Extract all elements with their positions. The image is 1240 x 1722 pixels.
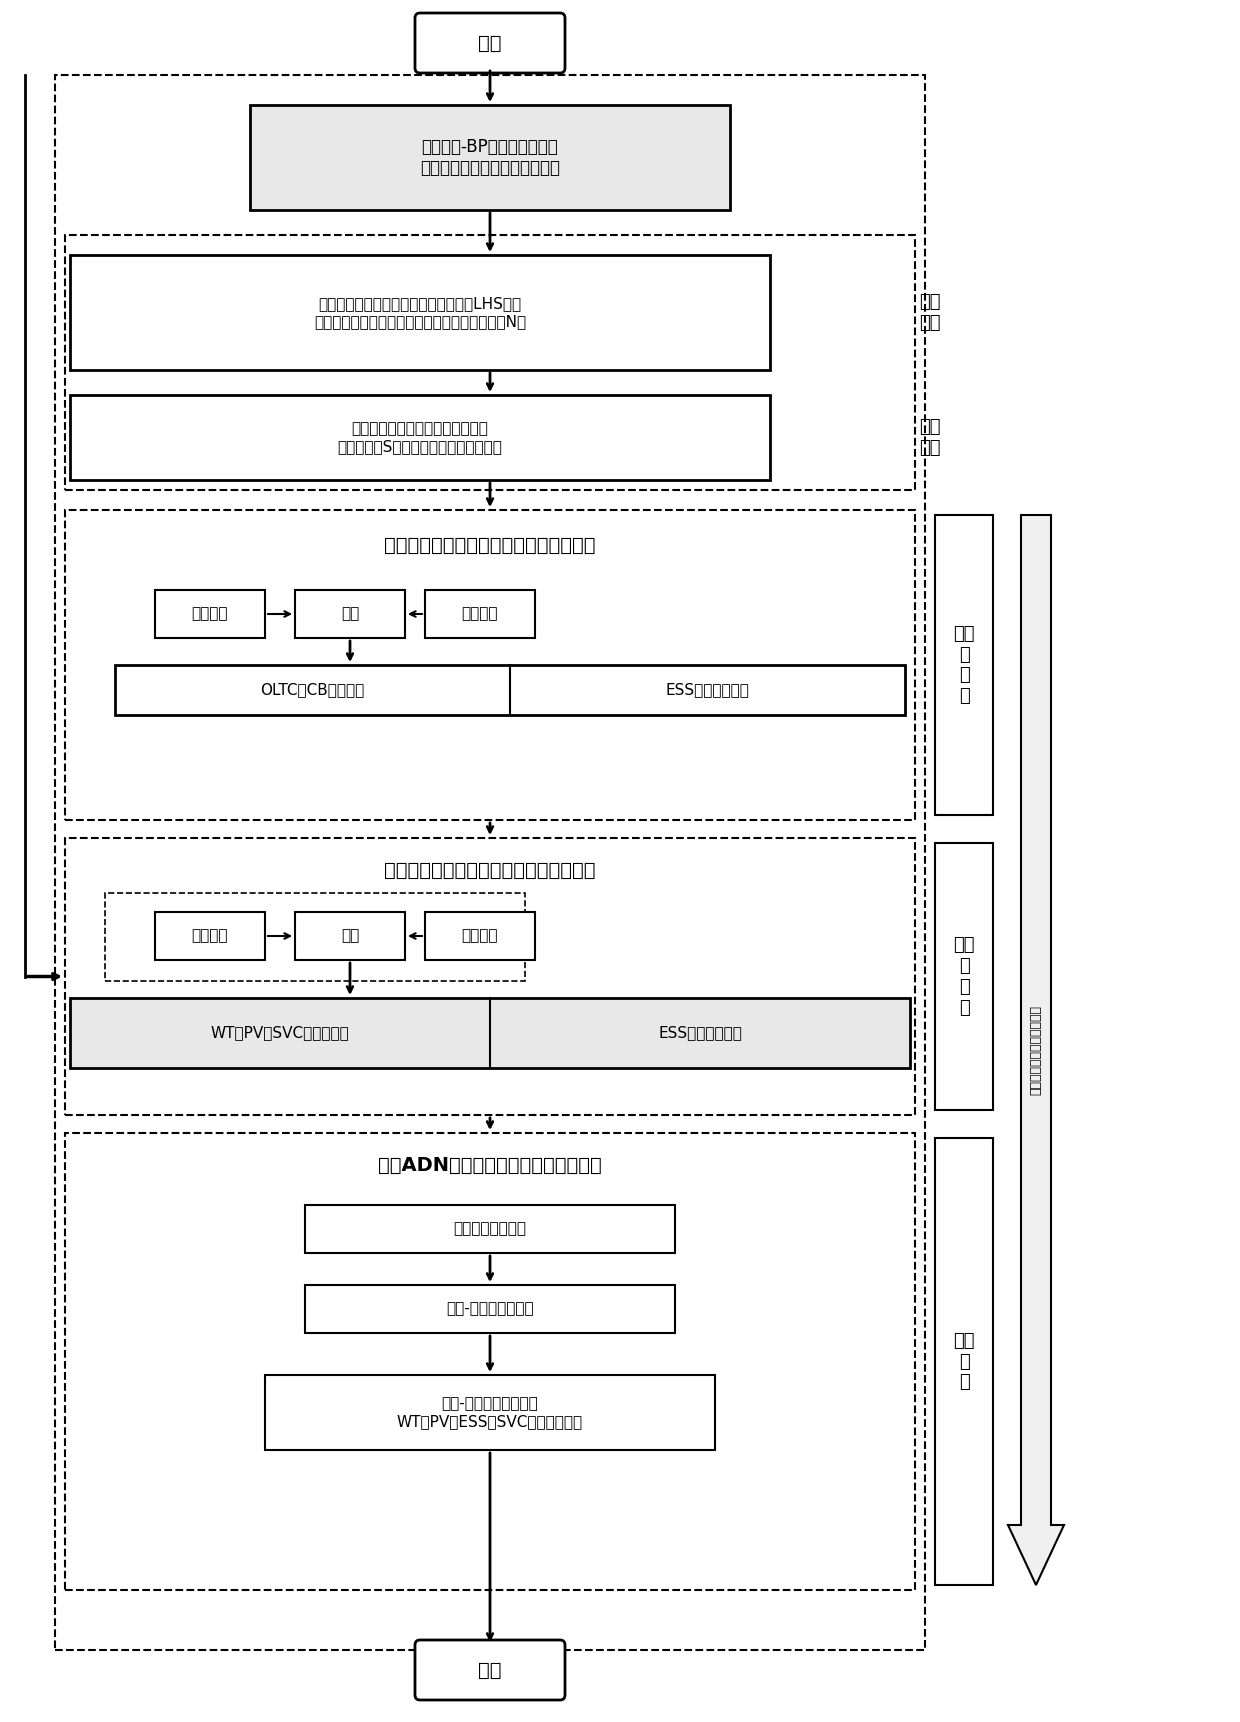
Text: OLTC与CB调度计划: OLTC与CB调度计划 (260, 682, 365, 697)
Text: 面向风光高效利用的短时间尺度调度模型: 面向风光高效利用的短时间尺度调度模型 (384, 861, 595, 880)
Bar (155, 913, 265, 959)
Text: 面向风光充分消纳的长时间尺度调度模型: 面向风光充分消纳的长时间尺度调度模型 (384, 536, 595, 554)
Text: 系统节点电压监控: 系统节点电压监控 (454, 1221, 527, 1236)
Bar (935, 844, 993, 1111)
FancyBboxPatch shape (415, 14, 565, 72)
Bar (935, 1138, 993, 1584)
Text: 电压-功率灵敏度大小对
WT、PV、ESS、SVC进行实时调控: 电压-功率灵敏度大小对 WT、PV、ESS、SVC进行实时调控 (397, 1397, 583, 1429)
Bar (295, 591, 405, 637)
Text: 开始: 开始 (479, 33, 502, 52)
Bar (64, 510, 915, 820)
Text: 运行约束: 运行约束 (461, 606, 498, 622)
Bar (105, 894, 525, 982)
Bar (425, 591, 534, 637)
Bar (250, 105, 730, 210)
Text: 优化: 优化 (341, 928, 360, 944)
Text: 长时
间
尺
度: 长时 间 尺 度 (954, 625, 975, 706)
Polygon shape (1008, 515, 1064, 1584)
Text: 短时
间
尺
度: 短时 间 尺 度 (954, 937, 975, 1016)
Text: 优化目标: 优化目标 (192, 606, 228, 622)
Bar (64, 839, 915, 1116)
Text: 优化目标: 优化目标 (192, 928, 228, 944)
Bar (155, 591, 265, 637)
Text: WT、PV和SVC的调度计划: WT、PV和SVC的调度计划 (211, 1026, 350, 1040)
Bar (935, 515, 993, 815)
Text: 基于同步回代削减技术，进行场景
削减，获得S个典型场景集及其对应概率: 基于同步回代削减技术，进行场景 削减，获得S个典型场景集及其对应概率 (337, 422, 502, 453)
Text: 多时间尺度，源荷协调优化: 多时间尺度，源荷协调优化 (1029, 1006, 1043, 1095)
Bar (305, 1285, 675, 1333)
Bar (425, 913, 534, 959)
Text: 基于风光荷的预测误差概率模型，通过LHS进行
时序多维分层采样，生成其预测误差初始场景集N。: 基于风光荷的预测误差概率模型，通过LHS进行 时序多维分层采样，生成其预测误差初… (314, 296, 526, 329)
Bar (69, 999, 910, 1068)
Bar (55, 76, 925, 1650)
Bar (64, 234, 915, 491)
Bar (265, 1374, 715, 1450)
Text: 优化: 优化 (341, 606, 360, 622)
Text: 场景
生成: 场景 生成 (919, 293, 941, 332)
FancyBboxPatch shape (415, 1639, 565, 1700)
Text: 结束: 结束 (479, 1660, 502, 1679)
Bar (305, 1205, 675, 1254)
Bar (69, 255, 770, 370)
Text: ESS的充放电状态: ESS的充放电状态 (666, 682, 749, 697)
Bar (69, 394, 770, 480)
Text: 场景
削减: 场景 削减 (919, 418, 941, 456)
Bar (64, 1133, 915, 1589)
Bar (295, 913, 405, 959)
Text: 基于小波-BP神经网络的时间
序列风电、光伏、负荷预测模块: 基于小波-BP神经网络的时间 序列风电、光伏、负荷预测模块 (420, 138, 560, 177)
Text: ESS的充放电功率: ESS的充放电功率 (658, 1026, 742, 1040)
Text: 运行约束: 运行约束 (461, 928, 498, 944)
Bar (115, 665, 905, 715)
Text: 保障ADN安全运行的实时优化控制模型: 保障ADN安全运行的实时优化控制模型 (378, 1155, 601, 1174)
Text: 电压-功率灵敏度分析: 电压-功率灵敏度分析 (446, 1302, 533, 1317)
Text: 实时
控
制: 实时 控 制 (954, 1331, 975, 1391)
